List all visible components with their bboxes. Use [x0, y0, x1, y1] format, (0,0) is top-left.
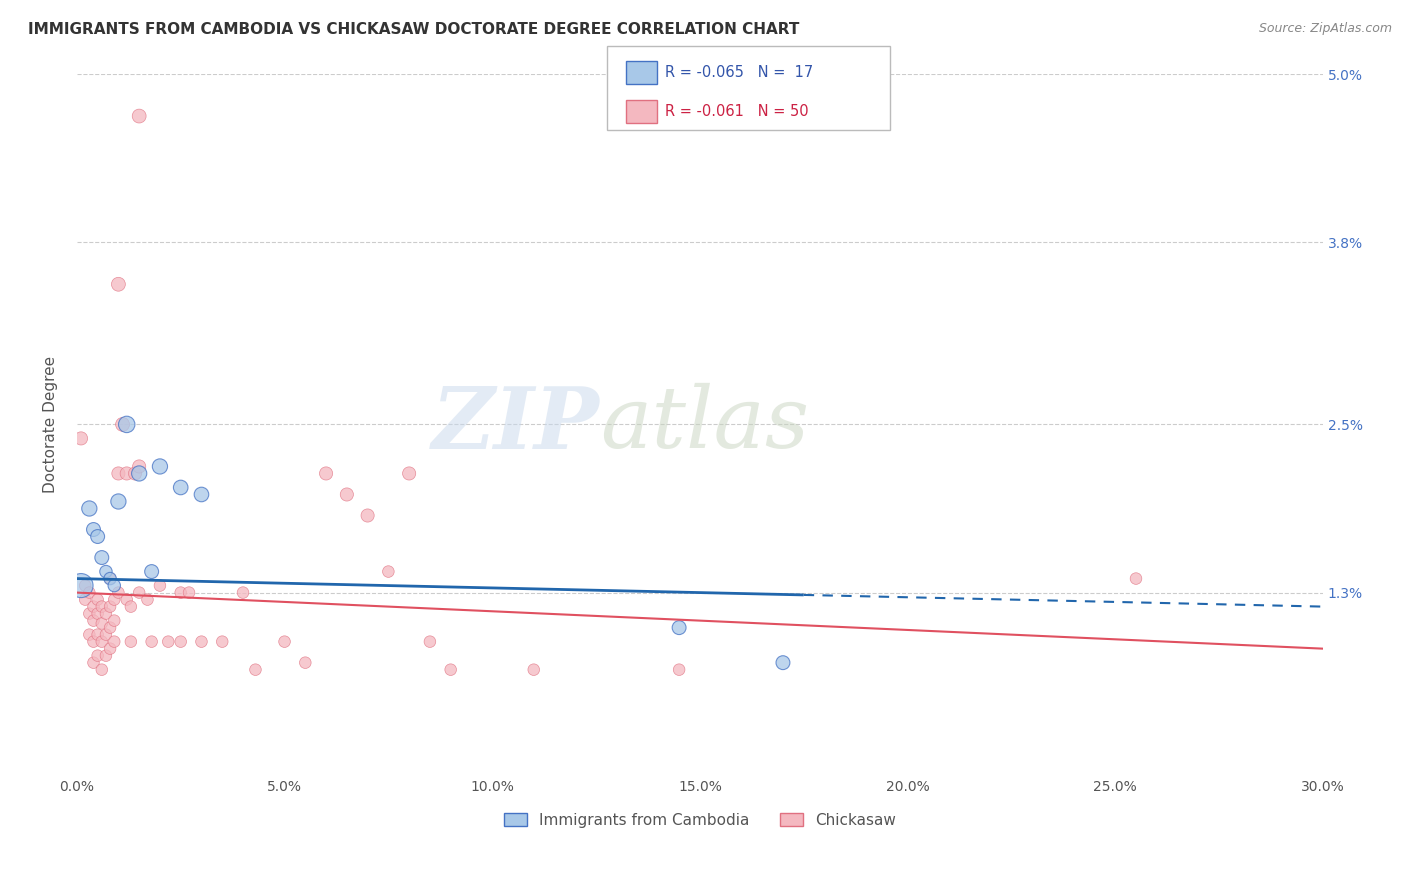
Point [90, 550, 112, 565]
Y-axis label: Doctorate Degree: Doctorate Degree [44, 356, 58, 493]
Point [82, 599, 104, 614]
Point [1125, 572, 1147, 586]
Point [190, 634, 212, 648]
Point [103, 578, 125, 592]
Point [79, 585, 101, 599]
Point [94, 627, 117, 641]
Point [120, 634, 142, 648]
Point [82, 634, 104, 648]
Point [107, 467, 129, 481]
Point [149, 578, 172, 592]
Point [157, 634, 180, 648]
Point [98, 641, 121, 656]
Point [128, 467, 150, 481]
Point [115, 467, 138, 481]
Point [170, 585, 193, 599]
Point [115, 417, 138, 432]
Text: IMMIGRANTS FROM CAMBODIA VS CHICKASAW DOCTORATE DEGREE CORRELATION CHART: IMMIGRANTS FROM CAMBODIA VS CHICKASAW DO… [28, 22, 800, 37]
Point [98, 572, 121, 586]
Point [668, 663, 690, 677]
Point [124, 467, 146, 481]
Point [141, 565, 163, 579]
Point [79, 501, 101, 516]
Point [120, 599, 142, 614]
Point [82, 656, 104, 670]
Point [75, 592, 97, 607]
Point [273, 634, 295, 648]
Point [170, 480, 193, 494]
Point [94, 565, 117, 579]
Point [128, 109, 150, 123]
Point [136, 592, 159, 607]
Point [336, 487, 359, 501]
Text: ZIP: ZIP [432, 383, 600, 467]
Point [149, 459, 172, 474]
Point [75, 578, 97, 592]
Point [523, 663, 546, 677]
Point [90, 634, 112, 648]
Point [86, 607, 108, 621]
Point [103, 634, 125, 648]
Point [419, 634, 441, 648]
Point [107, 494, 129, 508]
Point [86, 529, 108, 543]
Point [211, 634, 233, 648]
Point [86, 592, 108, 607]
Point [170, 634, 193, 648]
Point [98, 599, 121, 614]
Point [90, 599, 112, 614]
Point [90, 663, 112, 677]
Point [128, 585, 150, 599]
Point [141, 634, 163, 648]
Point [377, 565, 399, 579]
Point [86, 648, 108, 663]
Point [356, 508, 378, 523]
Point [294, 656, 316, 670]
Point [94, 607, 117, 621]
Point [70, 578, 93, 592]
Point [94, 648, 117, 663]
Point [90, 616, 112, 631]
Point [772, 656, 794, 670]
Point [103, 592, 125, 607]
Point [82, 614, 104, 628]
Point [79, 607, 101, 621]
Point [440, 663, 463, 677]
Point [190, 487, 212, 501]
Point [98, 621, 121, 635]
Point [177, 585, 200, 599]
Point [111, 417, 134, 432]
Text: atlas: atlas [600, 383, 810, 466]
Point [245, 663, 267, 677]
Point [115, 592, 138, 607]
Point [107, 277, 129, 292]
Point [315, 467, 337, 481]
Legend: Immigrants from Cambodia, Chickasaw: Immigrants from Cambodia, Chickasaw [498, 806, 903, 834]
Point [79, 627, 101, 641]
Point [668, 621, 690, 635]
Point [107, 585, 129, 599]
Text: R = -0.061   N = 50: R = -0.061 N = 50 [665, 104, 808, 119]
Point [82, 523, 104, 537]
Point [98, 572, 121, 586]
Point [70, 432, 93, 446]
Point [103, 614, 125, 628]
Point [232, 585, 254, 599]
Text: R = -0.065   N =  17: R = -0.065 N = 17 [665, 65, 813, 79]
Point [86, 627, 108, 641]
Text: Source: ZipAtlas.com: Source: ZipAtlas.com [1258, 22, 1392, 36]
Point [128, 459, 150, 474]
Point [398, 467, 420, 481]
